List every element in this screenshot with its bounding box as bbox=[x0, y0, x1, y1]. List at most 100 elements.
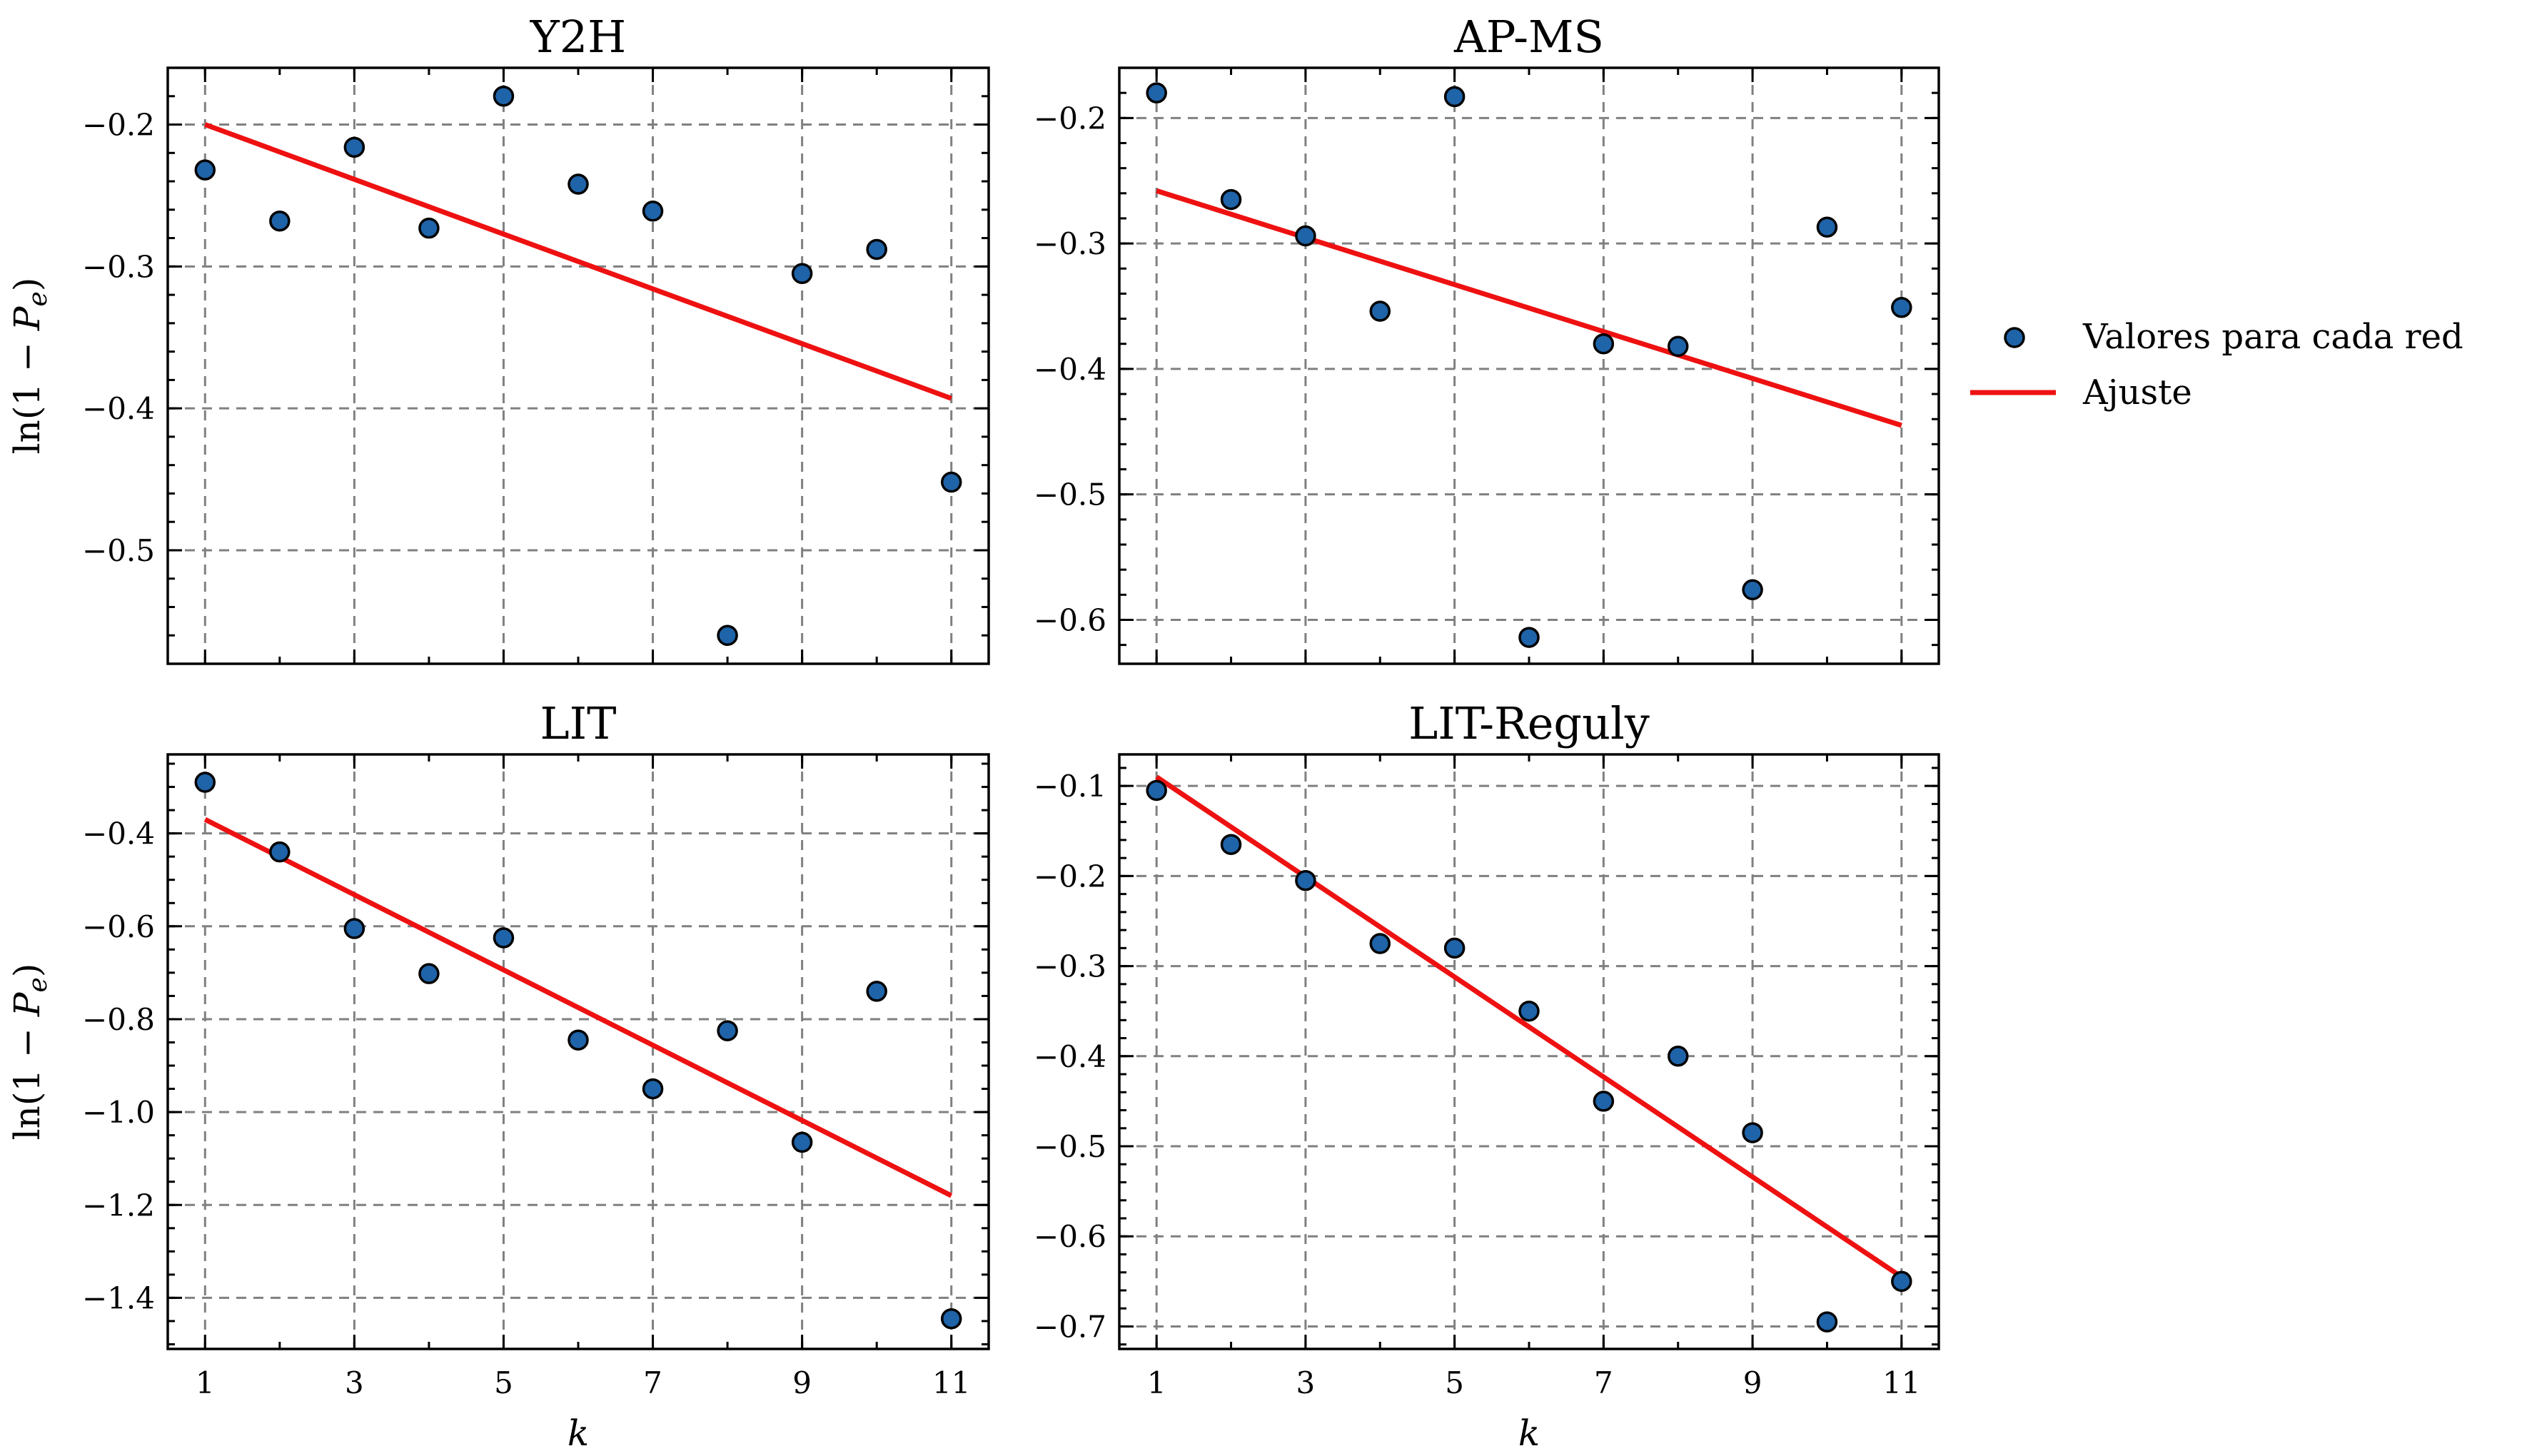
x-tick-label: 3 bbox=[1296, 1365, 1316, 1400]
data-point bbox=[717, 625, 738, 646]
data-point bbox=[493, 927, 515, 949]
data-point bbox=[791, 263, 813, 285]
y-tick-label: −0.6 bbox=[1034, 602, 1106, 637]
y-axis-label: ln(1 − Pe) bbox=[6, 278, 53, 455]
data-point bbox=[1146, 82, 1167, 103]
data-point bbox=[194, 159, 216, 181]
y-tick-label: −0.5 bbox=[1034, 477, 1106, 512]
panel-title: LIT-Reguly bbox=[1408, 697, 1650, 749]
y-tick-label: −1.2 bbox=[82, 1188, 155, 1223]
panel-1: −0.5 −0.4 −0.3 −0.2 Y2H ln(1 − Pe) bbox=[6, 11, 990, 665]
x-tick-label: 1 bbox=[196, 1365, 215, 1400]
legend-label-points: Valores para cada red bbox=[2082, 317, 2463, 357]
data-point bbox=[1742, 1122, 1763, 1143]
data-point bbox=[1667, 335, 1689, 358]
data-point bbox=[1443, 937, 1466, 959]
y-tick-label: −0.3 bbox=[1034, 949, 1106, 984]
y-tick-label: −0.5 bbox=[82, 533, 155, 568]
data-point bbox=[717, 1020, 738, 1041]
data-point bbox=[1518, 627, 1540, 648]
data-point bbox=[940, 1308, 962, 1330]
y-tick-label: −0.3 bbox=[82, 249, 155, 284]
panel-title: AP-MS bbox=[1453, 11, 1604, 63]
y-tick-label: −0.5 bbox=[1034, 1129, 1106, 1164]
y-axis-label: ln(1 − Pe) bbox=[6, 964, 53, 1141]
data-point bbox=[343, 918, 365, 939]
x-tick-label: 3 bbox=[345, 1365, 364, 1400]
y-tick-label: −0.6 bbox=[82, 909, 155, 944]
y-tick-label: −0.6 bbox=[1034, 1219, 1106, 1254]
panel-title: Y2H bbox=[530, 11, 626, 63]
data-point bbox=[269, 210, 291, 232]
panel-title: LIT bbox=[540, 697, 616, 749]
panel-4: −0.7 −0.6 −0.5 −0.4 −0.3 −0.2 −0.1 1 3 5 7 9 11 LIT-R… bbox=[1034, 697, 1940, 1454]
data-point bbox=[1220, 834, 1242, 855]
y-tick-label: −0.8 bbox=[82, 1002, 155, 1037]
data-point bbox=[642, 201, 664, 222]
data-point bbox=[1220, 188, 1242, 211]
y-tick-label: −0.3 bbox=[1034, 226, 1106, 261]
fit-line bbox=[1155, 774, 1903, 1279]
data-point bbox=[1891, 297, 1912, 318]
legend-label-fit: Ajuste bbox=[2082, 373, 2192, 413]
y-tick-label: −0.1 bbox=[1034, 769, 1106, 804]
data-point bbox=[1667, 1046, 1689, 1067]
x-tick-label: 9 bbox=[792, 1365, 812, 1400]
data-point bbox=[1742, 579, 1763, 601]
x-tick-label: 11 bbox=[932, 1365, 970, 1400]
data-point bbox=[866, 238, 887, 261]
x-tick-label: 1 bbox=[1147, 1365, 1166, 1400]
y-tick-label: −1.0 bbox=[82, 1095, 155, 1130]
legend: Valores para cada red Ajuste bbox=[1970, 317, 2463, 413]
fit-line bbox=[204, 122, 952, 401]
x-axis-label: k bbox=[1518, 1412, 1540, 1454]
y-tick-label: −0.4 bbox=[82, 817, 155, 851]
data-point bbox=[1443, 86, 1466, 108]
x-axis-label: k bbox=[568, 1412, 589, 1454]
plot-frame bbox=[166, 66, 990, 665]
y-tick-label: −0.2 bbox=[82, 108, 155, 143]
data-point bbox=[1816, 1311, 1838, 1333]
data-point bbox=[1518, 1000, 1540, 1022]
data-point bbox=[940, 471, 962, 493]
data-point bbox=[642, 1078, 664, 1100]
data-point bbox=[1369, 933, 1391, 954]
x-tick-label: 5 bbox=[494, 1365, 513, 1400]
fit-line bbox=[1156, 188, 1902, 428]
data-point bbox=[1891, 1270, 1912, 1293]
x-tick-label: 5 bbox=[1445, 1365, 1464, 1400]
y-tick-label: −0.4 bbox=[82, 391, 155, 426]
data-point bbox=[1146, 779, 1167, 802]
data-point bbox=[493, 86, 515, 107]
y-tick-label: −0.4 bbox=[1034, 1039, 1106, 1074]
data-point bbox=[568, 173, 589, 195]
data-point bbox=[866, 981, 887, 1002]
data-point bbox=[1816, 216, 1838, 238]
data-point bbox=[1295, 225, 1316, 247]
x-tick-label: 7 bbox=[643, 1365, 662, 1400]
data-point bbox=[1593, 333, 1615, 355]
plot-frame bbox=[166, 753, 990, 1350]
y-tick-label: −0.7 bbox=[1034, 1309, 1106, 1344]
y-tick-label: −0.2 bbox=[1034, 859, 1106, 894]
data-point bbox=[568, 1029, 589, 1051]
plot-frame bbox=[1118, 753, 1940, 1350]
data-point bbox=[791, 1131, 813, 1153]
x-tick-label: 11 bbox=[1882, 1365, 1920, 1400]
data-point bbox=[418, 963, 440, 984]
data-point bbox=[1369, 300, 1391, 322]
y-tick-label: −0.2 bbox=[1034, 101, 1106, 136]
fit-line bbox=[203, 817, 953, 1198]
legend-marker bbox=[2004, 327, 2025, 348]
y-tick-label: −0.4 bbox=[1034, 352, 1106, 387]
plot-frame bbox=[1118, 66, 1940, 665]
data-point bbox=[269, 841, 291, 863]
panel-3: −1.4 −1.2 −1.0 −0.8 −0.6 −0.4 1 3 5 7 9 11 LIT k ln(1 … bbox=[6, 697, 990, 1454]
data-point bbox=[1295, 869, 1316, 891]
y-tick-label: −1.4 bbox=[82, 1280, 155, 1315]
data-point bbox=[1593, 1091, 1615, 1112]
panel-2: −0.6 −0.5 −0.4 −0.3 −0.2 AP-MS bbox=[1034, 11, 1940, 665]
data-point bbox=[194, 772, 216, 793]
x-tick-label: 7 bbox=[1594, 1365, 1613, 1400]
